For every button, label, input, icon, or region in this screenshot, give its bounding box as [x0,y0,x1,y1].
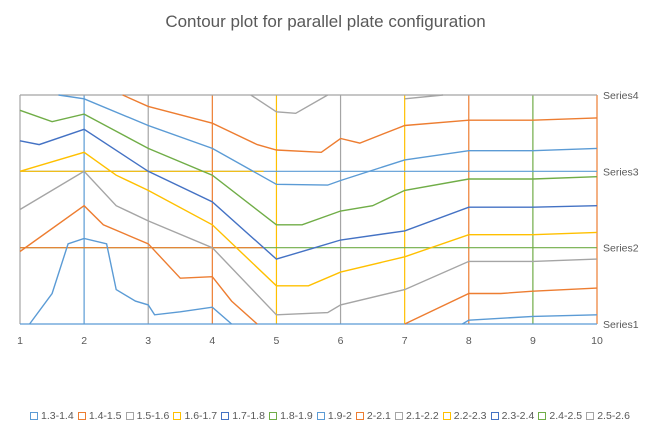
legend-swatch [221,412,230,420]
x-tick-label: 3 [145,335,151,347]
legend-item: 2.2-2.3 [442,410,487,422]
contour-6 [19,128,598,260]
legend-swatch [490,412,499,420]
legend-swatch [586,412,595,420]
series-label: Series3 [603,166,639,178]
legend: 1.3-1.4 1.4-1.5 1.5-1.6 1.6-1.7 1.7-1.8 1.8-1… [30,410,630,422]
legend-label: 1.7-1.8 [232,410,265,422]
legend-label: 2.1-2.2 [405,410,439,422]
legend-item: 1.3-1.4 [30,410,74,422]
x-tick-label: 4 [209,335,215,347]
legend-label: 1.5-1.6 [136,410,170,422]
legend-item: 1.7-1.8 [221,410,265,422]
legend-label: 1.3-1.4 [41,410,74,422]
legend-item: 1.4-1.5 [77,410,122,422]
legend-item: 2-2.1 [355,410,391,422]
legend-swatch [538,412,547,420]
contour-5 [19,151,598,287]
legend-item: 1.5-1.6 [125,410,170,422]
legend-swatch [442,412,451,420]
legend-label: 2-2.1 [366,410,391,422]
legend-label: 1.6-1.7 [184,410,218,422]
legend-label: 2.2-2.3 [453,410,487,422]
legend-item: 2.5-2.6 [586,410,630,422]
x-tick-label: 8 [466,335,472,347]
legend-swatch [394,412,403,420]
legend-label: 2.4-2.5 [549,410,583,422]
legend-swatch [30,412,38,420]
legend-item: 2.4-2.5 [538,410,582,422]
legend-item: 2.3-2.4 [490,410,535,422]
legend-label: 1.4-1.5 [88,410,122,422]
series-label: Series2 [603,243,639,255]
legend-label: 1.8-1.9 [280,410,313,422]
contour-7 [19,109,598,226]
x-tick-label: 7 [402,335,408,347]
series-label: Series4 [603,90,639,102]
legend-swatch [269,412,278,420]
legend-item: 2.1-2.2 [394,410,439,422]
contour-0 [29,237,233,325]
legend-swatch [77,412,86,420]
x-tick-label: 6 [338,335,344,347]
x-tick-label: 9 [530,335,536,347]
legend-item: 1.9-2 [316,410,352,422]
legend-swatch [125,412,134,420]
contour-1 [462,314,598,325]
legend-swatch [355,412,364,420]
x-tick-label: 10 [591,335,603,347]
contour-11 [404,94,444,100]
legend-swatch [173,412,182,420]
series-label: Series1 [603,319,639,331]
x-tick-label: 1 [17,335,23,347]
legend-label: 1.9-2 [327,410,352,422]
contour-9 [122,94,598,154]
chart-title: Contour plot for parallel plate configur… [165,12,486,31]
contour-2 [19,204,258,325]
contour-8 [58,94,598,186]
contour-4 [19,170,598,316]
legend-label: 2.5-2.6 [597,410,630,422]
x-tick-label: 5 [274,335,280,347]
contour-10 [250,94,329,115]
contour-3 [404,287,598,325]
legend-item: 1.6-1.7 [173,410,217,422]
x-tick-label: 2 [81,335,87,347]
legend-label: 2.3-2.4 [501,410,535,422]
legend-item: 1.8-1.9 [269,410,313,422]
legend-swatch [316,412,325,420]
